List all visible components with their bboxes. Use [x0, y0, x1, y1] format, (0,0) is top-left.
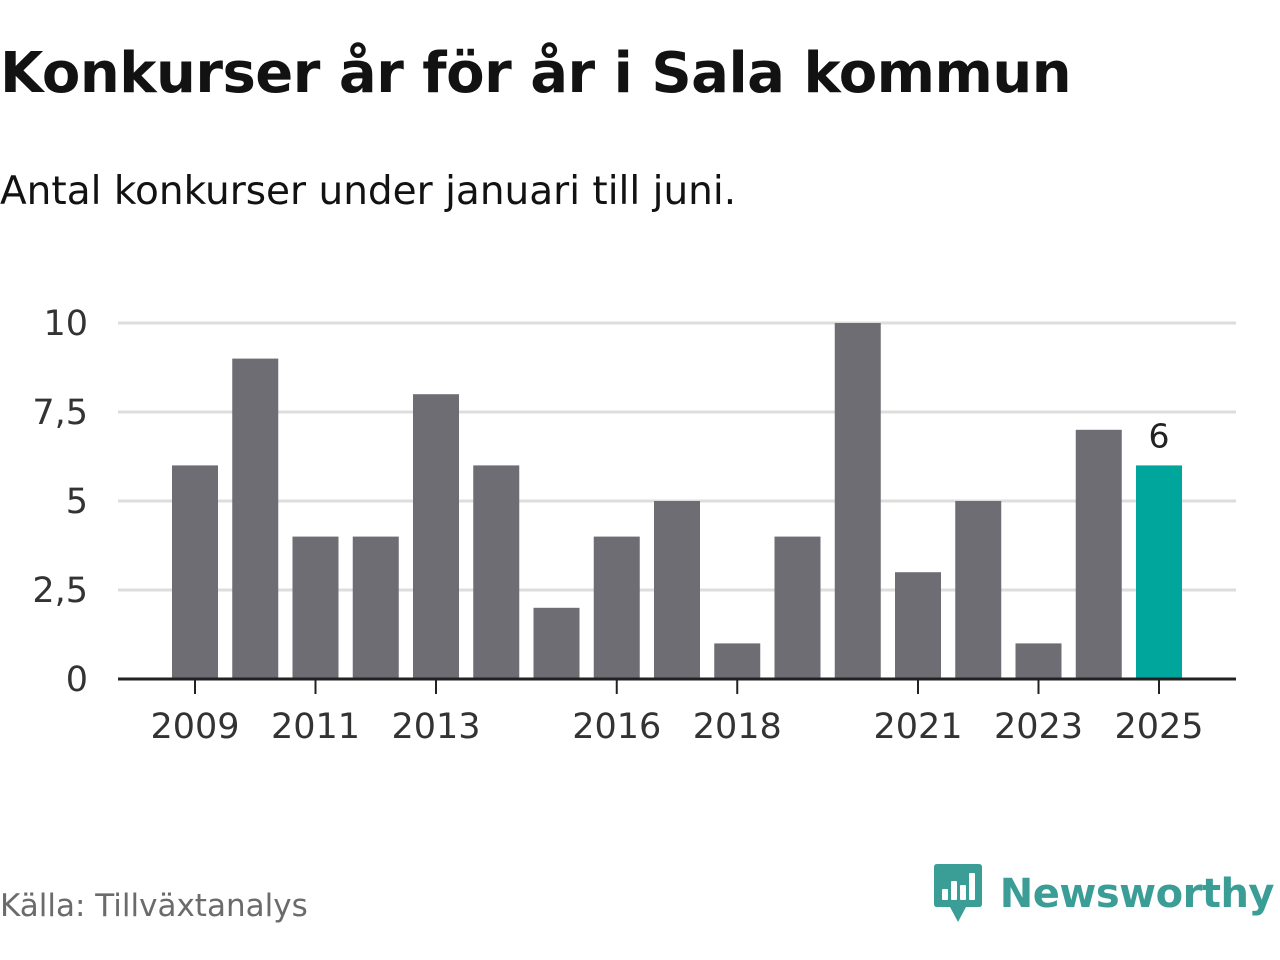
bar-2013	[413, 394, 459, 679]
labels: 0 2,5 5 7,5 10 2009 2011 2013 2016 2018 2021 2023 20…	[32, 304, 1203, 747]
brand-name: Newsworthy	[999, 871, 1275, 917]
bar-2015	[533, 607, 580, 679]
bar-2014	[473, 465, 520, 679]
y-tick-label: 10	[43, 304, 88, 344]
x-tick-label: 2016	[572, 707, 661, 747]
bar-2011	[292, 536, 339, 679]
brand-logo: Newsworthy	[932, 862, 1275, 926]
chart-title: Konkurser år för år i Sala kommun	[0, 41, 1072, 106]
bar-2019	[774, 536, 821, 679]
x-tick-label: 2009	[150, 707, 239, 747]
source-note: Källa: Tillväxtanalys	[0, 888, 308, 924]
bar-2009	[172, 465, 218, 679]
bar-2020	[834, 323, 881, 679]
y-tick-label: 5	[66, 482, 88, 522]
x-tick-label: 2025	[1114, 707, 1203, 747]
y-tick-label: 7,5	[32, 393, 88, 433]
x-tick-label: 2021	[873, 707, 962, 747]
bar-2010	[232, 358, 279, 679]
newsworthy-logo-icon	[933, 864, 982, 922]
bar-2016	[593, 536, 640, 679]
bar-2024	[1075, 429, 1122, 679]
bar-2023	[1015, 643, 1062, 679]
x-tick-label: 2011	[271, 707, 360, 747]
data-label-2025: 6	[1149, 416, 1170, 455]
bar-2022	[955, 501, 1002, 679]
x-tick-label: 2023	[994, 707, 1083, 747]
bar-2021	[895, 572, 941, 679]
bars	[172, 323, 1182, 679]
bar-2025	[1136, 465, 1182, 679]
bar-2018	[714, 643, 761, 679]
y-tick-label: 2,5	[32, 571, 88, 611]
axes	[118, 677, 1236, 694]
x-tick-label: 2013	[391, 707, 480, 747]
chart-subtitle: Antal konkurser under januari till juni.	[0, 169, 737, 214]
bar-chart: 0 2,5 5 7,5 10 2009 2011 2013 2016 2018 2021 2023 20…	[32, 304, 1236, 747]
bar-2017	[654, 501, 700, 679]
bar-2012	[352, 536, 399, 679]
y-tick-label: 0	[66, 660, 88, 700]
x-tick-label: 2018	[693, 707, 782, 747]
